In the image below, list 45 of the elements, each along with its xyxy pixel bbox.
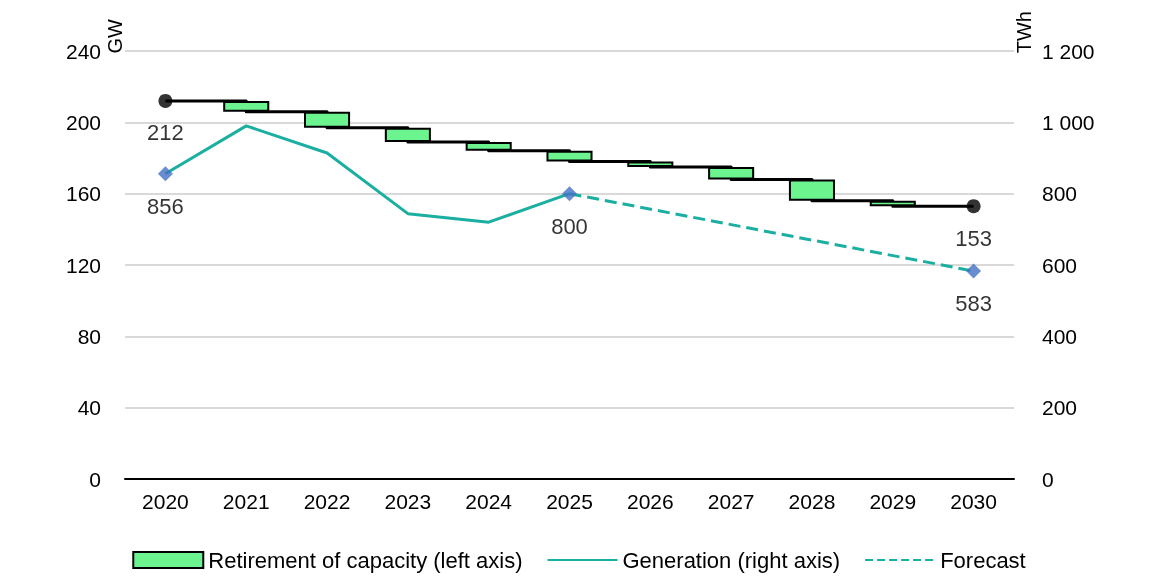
y-tick-label: 240 [65, 39, 101, 63]
x-tick-label: 2026 [626, 490, 674, 513]
y-tick-label: 80 [77, 324, 101, 348]
x-tick-label: 2024 [465, 490, 513, 513]
y-tick-label: 120 [65, 253, 101, 277]
y-tick-label: 0 [89, 467, 101, 491]
data-label: 583 [955, 291, 992, 317]
y2-tick-label: 0 [1042, 467, 1054, 491]
x-tick-label: 2030 [950, 490, 997, 513]
x-tick-label: 2027 [707, 490, 755, 513]
bar [788, 179, 835, 201]
point [157, 166, 173, 182]
x-tick-label: 2022 [303, 490, 351, 513]
x-tick-label: 2025 [546, 490, 593, 513]
x-tick-label: 2021 [222, 490, 270, 513]
y2-tick-label: 200 [1042, 396, 1078, 420]
x-tick-label: 2029 [869, 490, 917, 513]
data-label: 856 [147, 193, 184, 219]
data-label: 153 [955, 225, 992, 251]
point [966, 263, 982, 279]
bar [465, 141, 512, 151]
legend-label: Forecast [940, 547, 1026, 573]
data-label: 800 [551, 213, 588, 239]
bar [627, 161, 674, 167]
x-tick-label: 2020 [142, 490, 189, 513]
y-axis-title: GW [104, 18, 126, 54]
legend-label: Generation (right axis) [622, 547, 841, 573]
bar [304, 111, 351, 128]
legend-label: Retirement of capacity (left axis) [208, 547, 523, 573]
data-label: 212 [147, 120, 184, 146]
y-tick-label: 40 [77, 396, 101, 420]
y-tick-label: 200 [65, 110, 101, 134]
y2-tick-label: 800 [1042, 182, 1078, 206]
y2-tick-label: 400 [1042, 324, 1078, 348]
bar [384, 127, 431, 142]
point [562, 186, 577, 202]
bar [546, 150, 593, 162]
y2-tick-label: 600 [1042, 253, 1078, 277]
bar [708, 166, 755, 180]
y2-axis-title: TWh [1013, 11, 1035, 54]
x-tick-label: 2028 [788, 490, 836, 513]
y-tick-label: 160 [65, 182, 101, 206]
y2-tick-label: 1 200 [1042, 39, 1095, 63]
x-tick-label: 2023 [384, 490, 432, 513]
y2-tick-label: 1 000 [1042, 110, 1095, 134]
